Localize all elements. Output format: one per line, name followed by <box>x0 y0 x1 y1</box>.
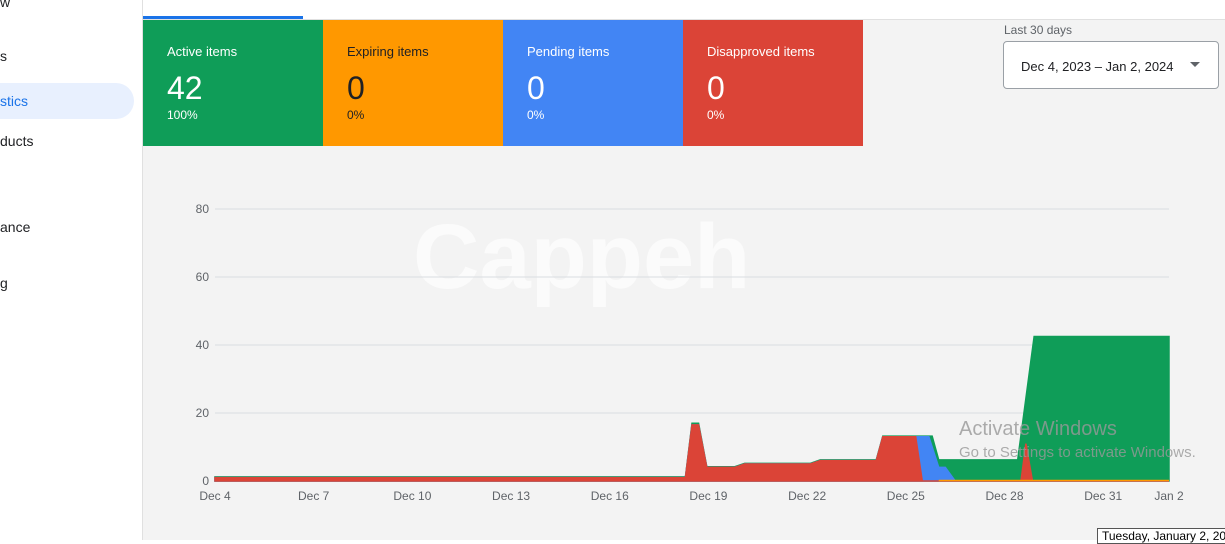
card-label: Active items <box>167 44 238 59</box>
card-percent: 0% <box>347 108 365 122</box>
sidebar-item-products[interactable]: s <box>0 48 7 64</box>
sidebar-item-diagnostics[interactable]: stics <box>0 83 134 119</box>
chart-tooltip: Tuesday, January 2, 202 <box>1097 528 1225 544</box>
x-tick-label: Jan 2 <box>1154 489 1184 503</box>
card-label: Expiring items <box>347 44 429 59</box>
card-value: 0 <box>707 70 725 106</box>
tab-active-indicator[interactable] <box>143 16 303 19</box>
card-disapproved-items[interactable]: Disapproved items 0 0% <box>683 20 863 146</box>
card-percent: 0% <box>707 108 725 122</box>
sidebar-item-marketing[interactable]: g <box>0 275 8 291</box>
y-tick-label: 80 <box>196 202 210 216</box>
y-tick-label: 40 <box>196 338 210 352</box>
x-tick-label: Dec 16 <box>591 489 629 503</box>
tab-bar <box>143 0 1225 20</box>
date-range-label: Last 30 days <box>1004 23 1073 37</box>
x-tick-label: Dec 22 <box>788 489 826 503</box>
x-tick-label: Dec 4 <box>199 489 231 503</box>
x-tick-label: Dec 13 <box>492 489 530 503</box>
card-percent: 0% <box>527 108 545 122</box>
dropdown-arrow-icon <box>1190 62 1200 67</box>
sidebar-item-overview[interactable]: w <box>0 0 11 10</box>
sidebar: w s stics ducts ance g <box>0 0 143 540</box>
x-tick-label: Dec 7 <box>298 489 330 503</box>
x-tick-label: Dec 10 <box>393 489 431 503</box>
sidebar-item-all-products[interactable]: ducts <box>0 133 34 149</box>
x-tick-label: Dec 25 <box>887 489 925 503</box>
date-range-value: Dec 4, 2023 – Jan 2, 2024 <box>1021 59 1174 74</box>
activate-windows-title: Activate Windows <box>959 418 1117 440</box>
card-value: 0 <box>527 70 545 106</box>
activate-windows-subtitle: Go to Settings to activate Windows. <box>959 444 1196 461</box>
x-tick-label: Dec 19 <box>689 489 727 503</box>
card-expiring-items[interactable]: Expiring items 0 0% <box>323 20 503 146</box>
card-pending-items[interactable]: Pending items 0 0% <box>503 20 683 146</box>
y-tick-label: 60 <box>196 270 210 284</box>
date-range-select[interactable]: Dec 4, 2023 – Jan 2, 2024 <box>1003 41 1219 89</box>
card-label: Pending items <box>527 44 610 59</box>
series-area-disapproved <box>214 424 1169 482</box>
card-value: 42 <box>167 70 203 106</box>
y-tick-label: 20 <box>196 406 210 420</box>
main-content: Active items 42 100% Expiring items 0 0%… <box>143 0 1225 540</box>
card-active-items[interactable]: Active items 42 100% <box>143 20 323 146</box>
watermark: Cappeh <box>413 206 751 308</box>
card-value: 0 <box>347 70 365 106</box>
x-tick-label: Dec 28 <box>986 489 1024 503</box>
y-tick-label: 0 <box>202 474 209 488</box>
card-label: Disapproved items <box>707 44 815 59</box>
sidebar-item-performance[interactable]: ance <box>0 219 31 235</box>
sidebar-item-label: stics <box>0 93 28 109</box>
card-percent: 100% <box>167 108 198 122</box>
x-tick-label: Dec 31 <box>1084 489 1122 503</box>
